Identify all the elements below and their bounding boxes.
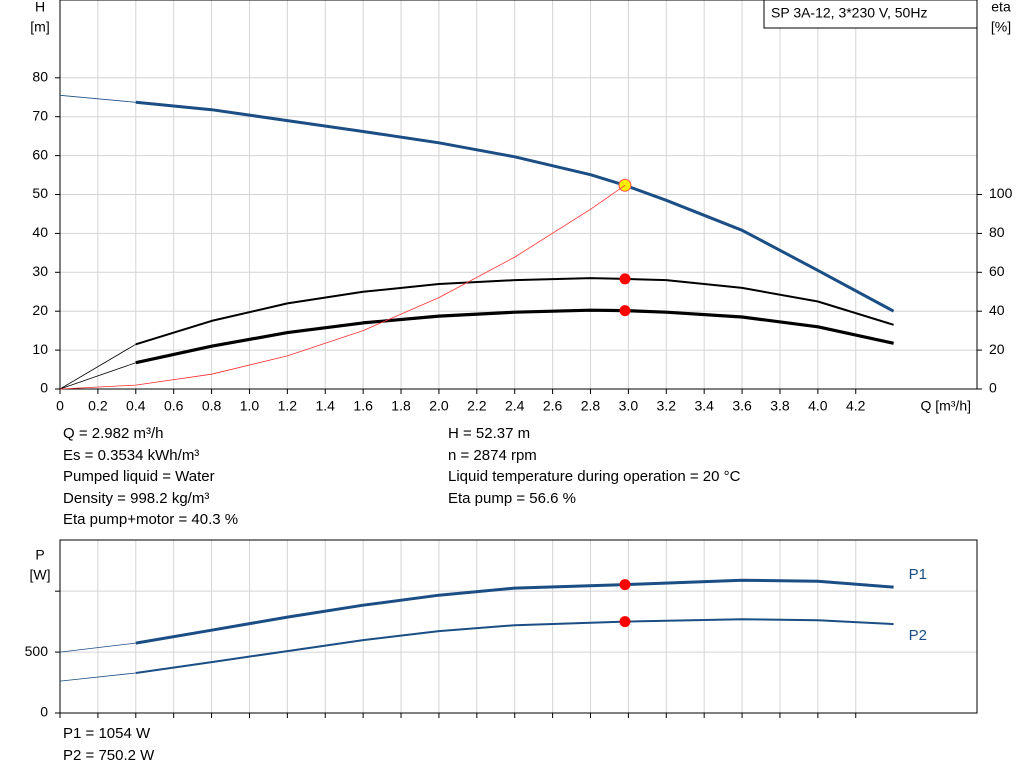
x-tick-label: 3.0 — [619, 398, 639, 414]
y-tick-label: 60 — [32, 146, 48, 162]
info-block: Q = 2.982 m³/h Es = 0.3534 kWh/m³ Pumped l… — [63, 423, 238, 531]
x-tick-label: 4.2 — [846, 398, 866, 414]
x-tick-label: 2.6 — [543, 398, 563, 414]
plot-frame — [59, 539, 978, 714]
y2-tick-label: 40 — [989, 302, 1005, 318]
y-tick-label: 30 — [32, 263, 48, 279]
info-line: Pumped liquid = Water — [63, 468, 215, 485]
line-extrapolation — [59, 672, 136, 682]
y-tick-label: 50 — [32, 185, 48, 201]
duty-point — [619, 273, 631, 285]
y-axis-label: H — [35, 0, 45, 15]
x-tick-label: 2.4 — [505, 398, 525, 414]
info-block: P1 = 1054 W P2 = 750.2 W — [63, 723, 154, 766]
info-line: Density = 998.2 kg/m³ — [63, 489, 210, 507]
line — [135, 277, 894, 346]
info-line: Liquid temperature during operation = 20… — [448, 468, 741, 485]
x-tick-label: 3.4 — [694, 398, 714, 414]
y-tick-label: 20 — [32, 302, 48, 318]
x-tick-label: 1.0 — [240, 398, 260, 414]
duty-point — [619, 616, 631, 628]
y-tick-label: 80 — [32, 69, 48, 85]
x-tick-label: 0 — [56, 398, 64, 414]
x-tick-label: 2.0 — [429, 398, 449, 414]
y-tick-label: 500 — [25, 643, 49, 659]
title-box — [763, 0, 978, 29]
x-tick-label: 3.6 — [732, 398, 752, 414]
y2-axis-label: [%] — [991, 19, 1011, 35]
x-tick-label: 3.8 — [770, 398, 790, 414]
y2-tick-label: 80 — [989, 224, 1005, 240]
info-line: P1 = 1054 W — [63, 725, 151, 742]
y2-tick-label: 100 — [989, 185, 1013, 201]
line — [135, 578, 894, 645]
line — [135, 100, 895, 313]
x-tick-label: 1.2 — [278, 398, 298, 414]
duty-point — [619, 579, 631, 591]
x-tick-label: 3.2 — [657, 398, 677, 414]
y-tick-label: 10 — [32, 341, 48, 357]
x-tick-label: 1.4 — [316, 398, 336, 414]
y-axis-label: [m] — [30, 19, 49, 35]
info-line: H = 52.37 m — [448, 425, 531, 442]
line — [135, 618, 894, 674]
y-tick-label: 0 — [40, 380, 48, 396]
x-tick-label: 0.8 — [202, 398, 222, 414]
x-axis-label: Q [m³/h] — [920, 398, 971, 414]
x-tick-label: 2.8 — [581, 398, 601, 414]
chart-title: SP 3A-12, 3*230 V, 50Hz — [771, 5, 927, 21]
duty-point — [619, 305, 631, 317]
info-line: Q = 2.982 m³/h — [63, 425, 164, 442]
x-tick-label: 0.2 — [88, 398, 108, 414]
series-label: P1 — [909, 566, 927, 583]
y-tick-label: 70 — [32, 107, 48, 123]
y-axis-label: P — [35, 547, 44, 563]
line — [135, 308, 894, 365]
y-tick-label: 40 — [32, 224, 48, 240]
x-tick-label: 0.6 — [164, 398, 184, 414]
plot-frame — [59, 0, 978, 390]
info-block: H = 52.37 m n = 2874 rpm Liquid temperatur… — [448, 423, 740, 509]
y-axis-label: [W] — [30, 567, 51, 583]
y2-tick-label: 0 — [989, 380, 997, 396]
line-extrapolation — [59, 362, 136, 390]
x-tick-label: 4.0 — [808, 398, 828, 414]
info-line: n = 2874 rpm — [448, 446, 537, 464]
line-extrapolation — [59, 642, 136, 653]
line — [59, 184, 626, 390]
series-label: P2 — [909, 627, 927, 644]
info-line: Eta pump = 56.6 % — [448, 489, 576, 507]
y2-tick-label: 60 — [989, 263, 1005, 279]
y-tick-label: 0 — [40, 704, 48, 720]
x-tick-label: 0.4 — [126, 398, 146, 414]
x-tick-label: 1.6 — [353, 398, 373, 414]
line-extrapolation — [59, 94, 136, 103]
x-tick-label: 2.2 — [467, 398, 487, 414]
info-line: P2 = 750.2 W — [63, 746, 155, 764]
x-tick-label: 1.8 — [391, 398, 411, 414]
info-line: Es = 0.3534 kWh/m³ — [63, 446, 200, 464]
y2-axis-label: eta — [991, 0, 1011, 15]
y2-tick-label: 20 — [989, 341, 1005, 357]
info-line: Eta pump+motor = 40.3 % — [63, 511, 239, 528]
line-extrapolation — [59, 343, 137, 390]
